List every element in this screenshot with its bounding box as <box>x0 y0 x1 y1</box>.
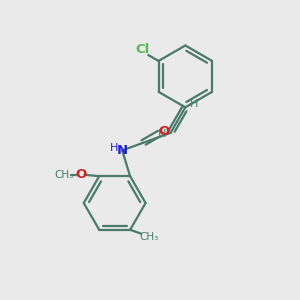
Text: O: O <box>75 168 87 181</box>
Text: CH₃: CH₃ <box>139 232 158 242</box>
Text: N: N <box>117 144 128 157</box>
Text: O: O <box>158 125 169 138</box>
Text: CH₃: CH₃ <box>55 170 74 180</box>
Text: H: H <box>190 99 198 110</box>
Text: Cl: Cl <box>135 43 149 56</box>
Text: H: H <box>158 129 166 139</box>
Text: H: H <box>110 143 118 153</box>
